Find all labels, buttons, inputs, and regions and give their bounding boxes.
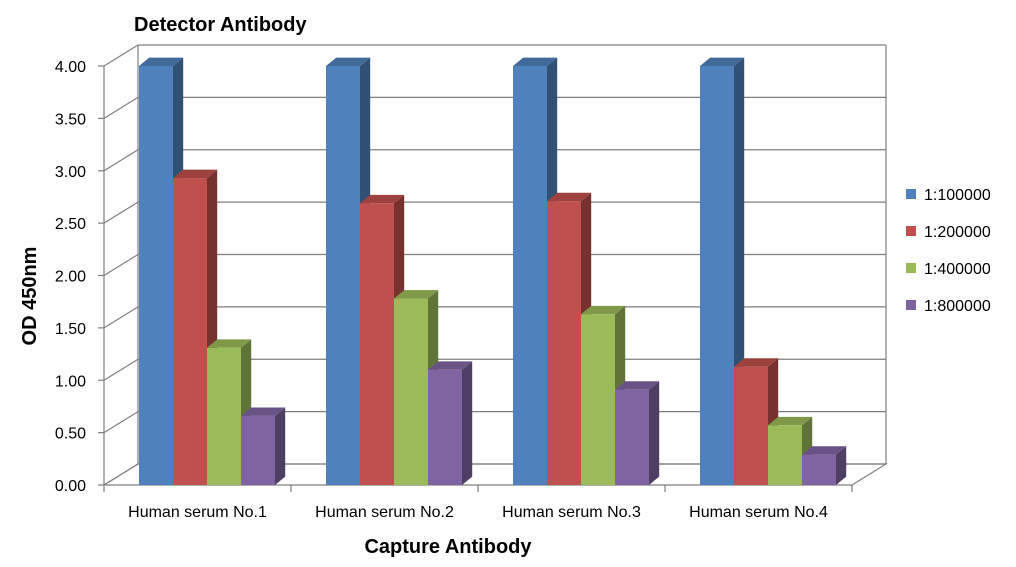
bar-top bbox=[360, 194, 405, 204]
y-tick-label: 3.50 bbox=[55, 111, 86, 128]
y-tick-label: 4.00 bbox=[55, 59, 86, 76]
bar-top bbox=[734, 358, 779, 367]
bar-front bbox=[360, 203, 394, 485]
bar-top bbox=[615, 381, 660, 390]
gridline-diagonal bbox=[103, 149, 139, 172]
legend: 1:100000 1:200000 1:400000 1:800000 bbox=[906, 187, 991, 315]
bar-top bbox=[173, 169, 218, 179]
bar-top bbox=[700, 57, 745, 66]
legend-label: 1:100000 bbox=[924, 187, 991, 204]
gridline-diagonal bbox=[103, 411, 139, 434]
chart-title: Detector Antibody bbox=[134, 14, 307, 36]
gridline-diagonal bbox=[103, 253, 139, 277]
bar-top bbox=[802, 446, 847, 455]
bar-front bbox=[326, 66, 360, 485]
gridline-diagonal bbox=[103, 96, 139, 119]
bars bbox=[139, 57, 847, 486]
bar-4-1 bbox=[241, 407, 286, 485]
bar-side bbox=[836, 446, 847, 485]
bar-4-2 bbox=[428, 361, 473, 485]
legend-swatch bbox=[906, 300, 916, 310]
y-tick-label: 2.50 bbox=[55, 216, 86, 233]
y-tick-label: 1.00 bbox=[55, 373, 86, 390]
y-axis-title: OD 450nm bbox=[19, 247, 41, 346]
y-tick-label: 1.50 bbox=[55, 321, 86, 338]
legend-label: 1:200000 bbox=[924, 224, 991, 241]
y-tick-label: 2.00 bbox=[55, 269, 86, 286]
gridline-diagonal bbox=[103, 306, 139, 329]
bar-front bbox=[513, 66, 547, 485]
bar-top bbox=[581, 305, 626, 315]
x-category-label: Human serum No.3 bbox=[502, 504, 641, 521]
bar-2-1 bbox=[173, 169, 218, 485]
bar-top bbox=[394, 290, 439, 299]
bar-top bbox=[139, 57, 184, 66]
bar-side bbox=[649, 381, 660, 485]
legend-label: 1:400000 bbox=[924, 261, 991, 278]
gridline-diagonal bbox=[103, 358, 139, 381]
bar-front bbox=[207, 347, 241, 485]
legend-swatch bbox=[906, 226, 916, 236]
bar-front bbox=[173, 178, 207, 485]
x-category-label: Human serum No.2 bbox=[315, 504, 454, 521]
gridline-diagonal bbox=[103, 44, 139, 67]
bar-top bbox=[326, 57, 371, 66]
bar-front bbox=[581, 314, 615, 485]
y-tick-label: 0.50 bbox=[55, 426, 86, 443]
bar-top bbox=[768, 416, 813, 426]
x-category-labels: Human serum No.1 Human serum No.2 Human se… bbox=[128, 504, 828, 521]
bar-3-3 bbox=[581, 305, 626, 485]
bar-front bbox=[615, 389, 649, 485]
legend-label: 1:800000 bbox=[924, 298, 991, 315]
y-tick-labels: 0.00 0.50 1.00 1.50 2.00 2.50 3.00 3.50 4.00 bbox=[55, 59, 86, 495]
bar-side bbox=[462, 361, 473, 485]
gridline-diagonal bbox=[103, 201, 139, 224]
bar-top bbox=[547, 192, 592, 202]
bar-4-3 bbox=[615, 381, 660, 485]
bar-3-2 bbox=[394, 290, 439, 485]
bar-front bbox=[428, 369, 462, 485]
y-tick-label: 3.00 bbox=[55, 164, 86, 181]
bar-top bbox=[428, 361, 473, 370]
bar-top bbox=[513, 57, 558, 66]
bar-top bbox=[241, 407, 286, 416]
x-category-label: Human serum No.1 bbox=[128, 504, 267, 521]
x-category-label: Human serum No.4 bbox=[689, 504, 828, 521]
bar-front bbox=[802, 454, 836, 485]
bar-front bbox=[139, 66, 173, 485]
bar-1-1 bbox=[139, 57, 184, 485]
x-axis-title: Capture Antibody bbox=[364, 536, 532, 558]
y-tick-label: 0.00 bbox=[55, 478, 86, 495]
bar-front bbox=[547, 201, 581, 485]
bar-top bbox=[207, 339, 252, 348]
bar-1-3 bbox=[513, 57, 558, 485]
bar-side bbox=[275, 407, 286, 485]
bar-front bbox=[734, 366, 768, 485]
bar-4-4 bbox=[802, 446, 847, 485]
legend-swatch bbox=[906, 189, 916, 199]
gridlines bbox=[103, 44, 886, 486]
legend-swatch bbox=[906, 263, 916, 273]
bar-front bbox=[241, 415, 275, 485]
bar-front bbox=[394, 298, 428, 485]
bar-front bbox=[700, 66, 734, 485]
bar-front bbox=[768, 425, 802, 485]
bar-3-1 bbox=[207, 339, 252, 485]
